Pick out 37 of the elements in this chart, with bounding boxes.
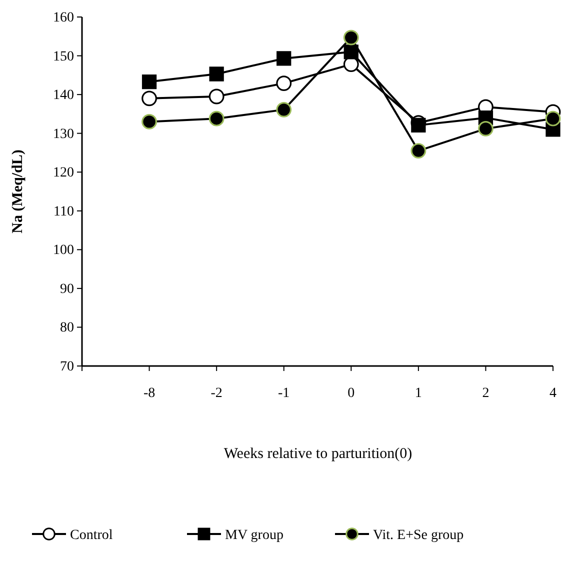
x-tick-label: -2: [210, 386, 222, 401]
point: [276, 102, 292, 118]
point: [478, 120, 494, 136]
point: [343, 30, 359, 46]
x-axis-title: Weeks relative to parturition(0): [224, 446, 412, 462]
point: [276, 51, 292, 66]
point: [410, 143, 426, 158]
point: [411, 118, 426, 133]
point: [142, 114, 157, 130]
y-tick-label: 140: [53, 88, 74, 104]
legend-label: MV group: [225, 528, 284, 543]
y-tick-label: 110: [54, 204, 74, 220]
y-tick-label: 150: [53, 49, 74, 64]
x-tick-label: 0: [348, 386, 355, 401]
point: [209, 66, 224, 82]
point: [545, 110, 561, 126]
x-tick-label: -1: [278, 386, 290, 401]
point: [142, 90, 157, 106]
y-tick-label: 80: [60, 320, 74, 336]
point: [208, 88, 224, 104]
legend-label: Control: [70, 528, 113, 543]
point: [142, 74, 157, 90]
x-tick-label: 4: [550, 386, 556, 401]
x-tick-label: 2: [482, 386, 490, 401]
y-tick-label: 120: [53, 166, 74, 181]
y-tick-label: 160: [53, 10, 74, 26]
y-axis-title: Na (Meq/dL): [10, 150, 26, 234]
x-tick-label: -8: [143, 386, 156, 401]
y-tick-label: 70: [60, 359, 74, 374]
point: [276, 76, 292, 92]
y-tick-label: 100: [53, 243, 74, 258]
y-tick-label: 130: [53, 126, 74, 142]
point: [344, 44, 358, 60]
x-tick-label: 1: [414, 386, 422, 401]
point: [208, 110, 224, 126]
y-tick-label: 90: [60, 282, 74, 297]
legend-label: Vit. E+Se group: [373, 528, 464, 543]
